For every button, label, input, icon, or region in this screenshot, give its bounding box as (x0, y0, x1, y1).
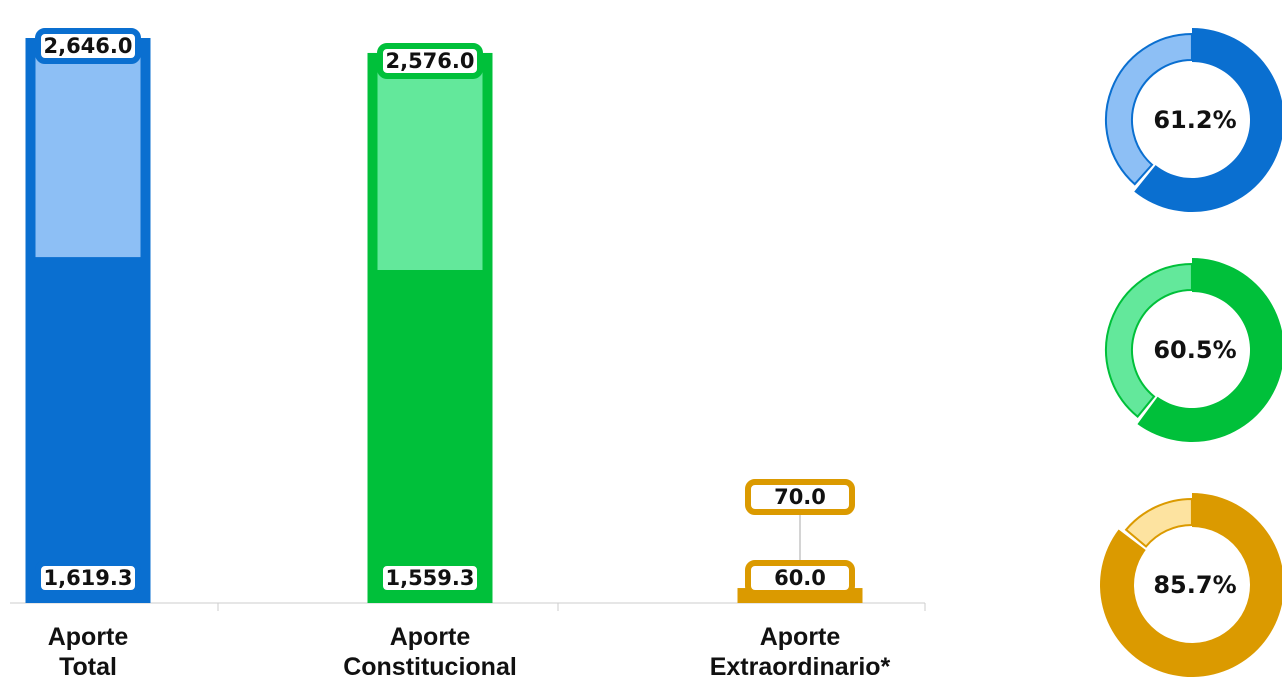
donut-label: 60.5% (1153, 336, 1236, 364)
donut-arc (1100, 493, 1282, 677)
donut-rest (1105, 262, 1193, 419)
bar-pending (377, 60, 483, 271)
donut-rest (1124, 497, 1193, 548)
category-label: Aporte Extraordinario* (709, 623, 891, 681)
bar-exercised (25, 257, 151, 603)
value-label: 2,646.0 (43, 34, 132, 58)
value-label: 1,559.3 (385, 566, 474, 590)
donut-arc (1137, 258, 1282, 442)
value-label: 1,619.3 (43, 566, 132, 590)
donut-rest (1105, 32, 1193, 186)
value-label-box (35, 28, 141, 64)
bar-exercised (367, 270, 493, 603)
value-label-box (745, 560, 855, 596)
value-label: 70.0 (774, 485, 826, 509)
value-label-box (377, 42, 483, 79)
bar-pending (35, 46, 141, 258)
value-label-box (745, 479, 855, 515)
category-label: Aporte Constitucional (343, 623, 517, 681)
value-label: 2,576.0 (385, 49, 474, 73)
category-label: Aporte Total (47, 623, 129, 681)
donut-label: 85.7% (1153, 571, 1236, 599)
value-label: 60.0 (774, 566, 826, 590)
value-label-box (377, 560, 483, 596)
donut-arc (1134, 28, 1282, 212)
donut-label: 61.2% (1153, 106, 1236, 134)
value-label-box (35, 560, 141, 596)
